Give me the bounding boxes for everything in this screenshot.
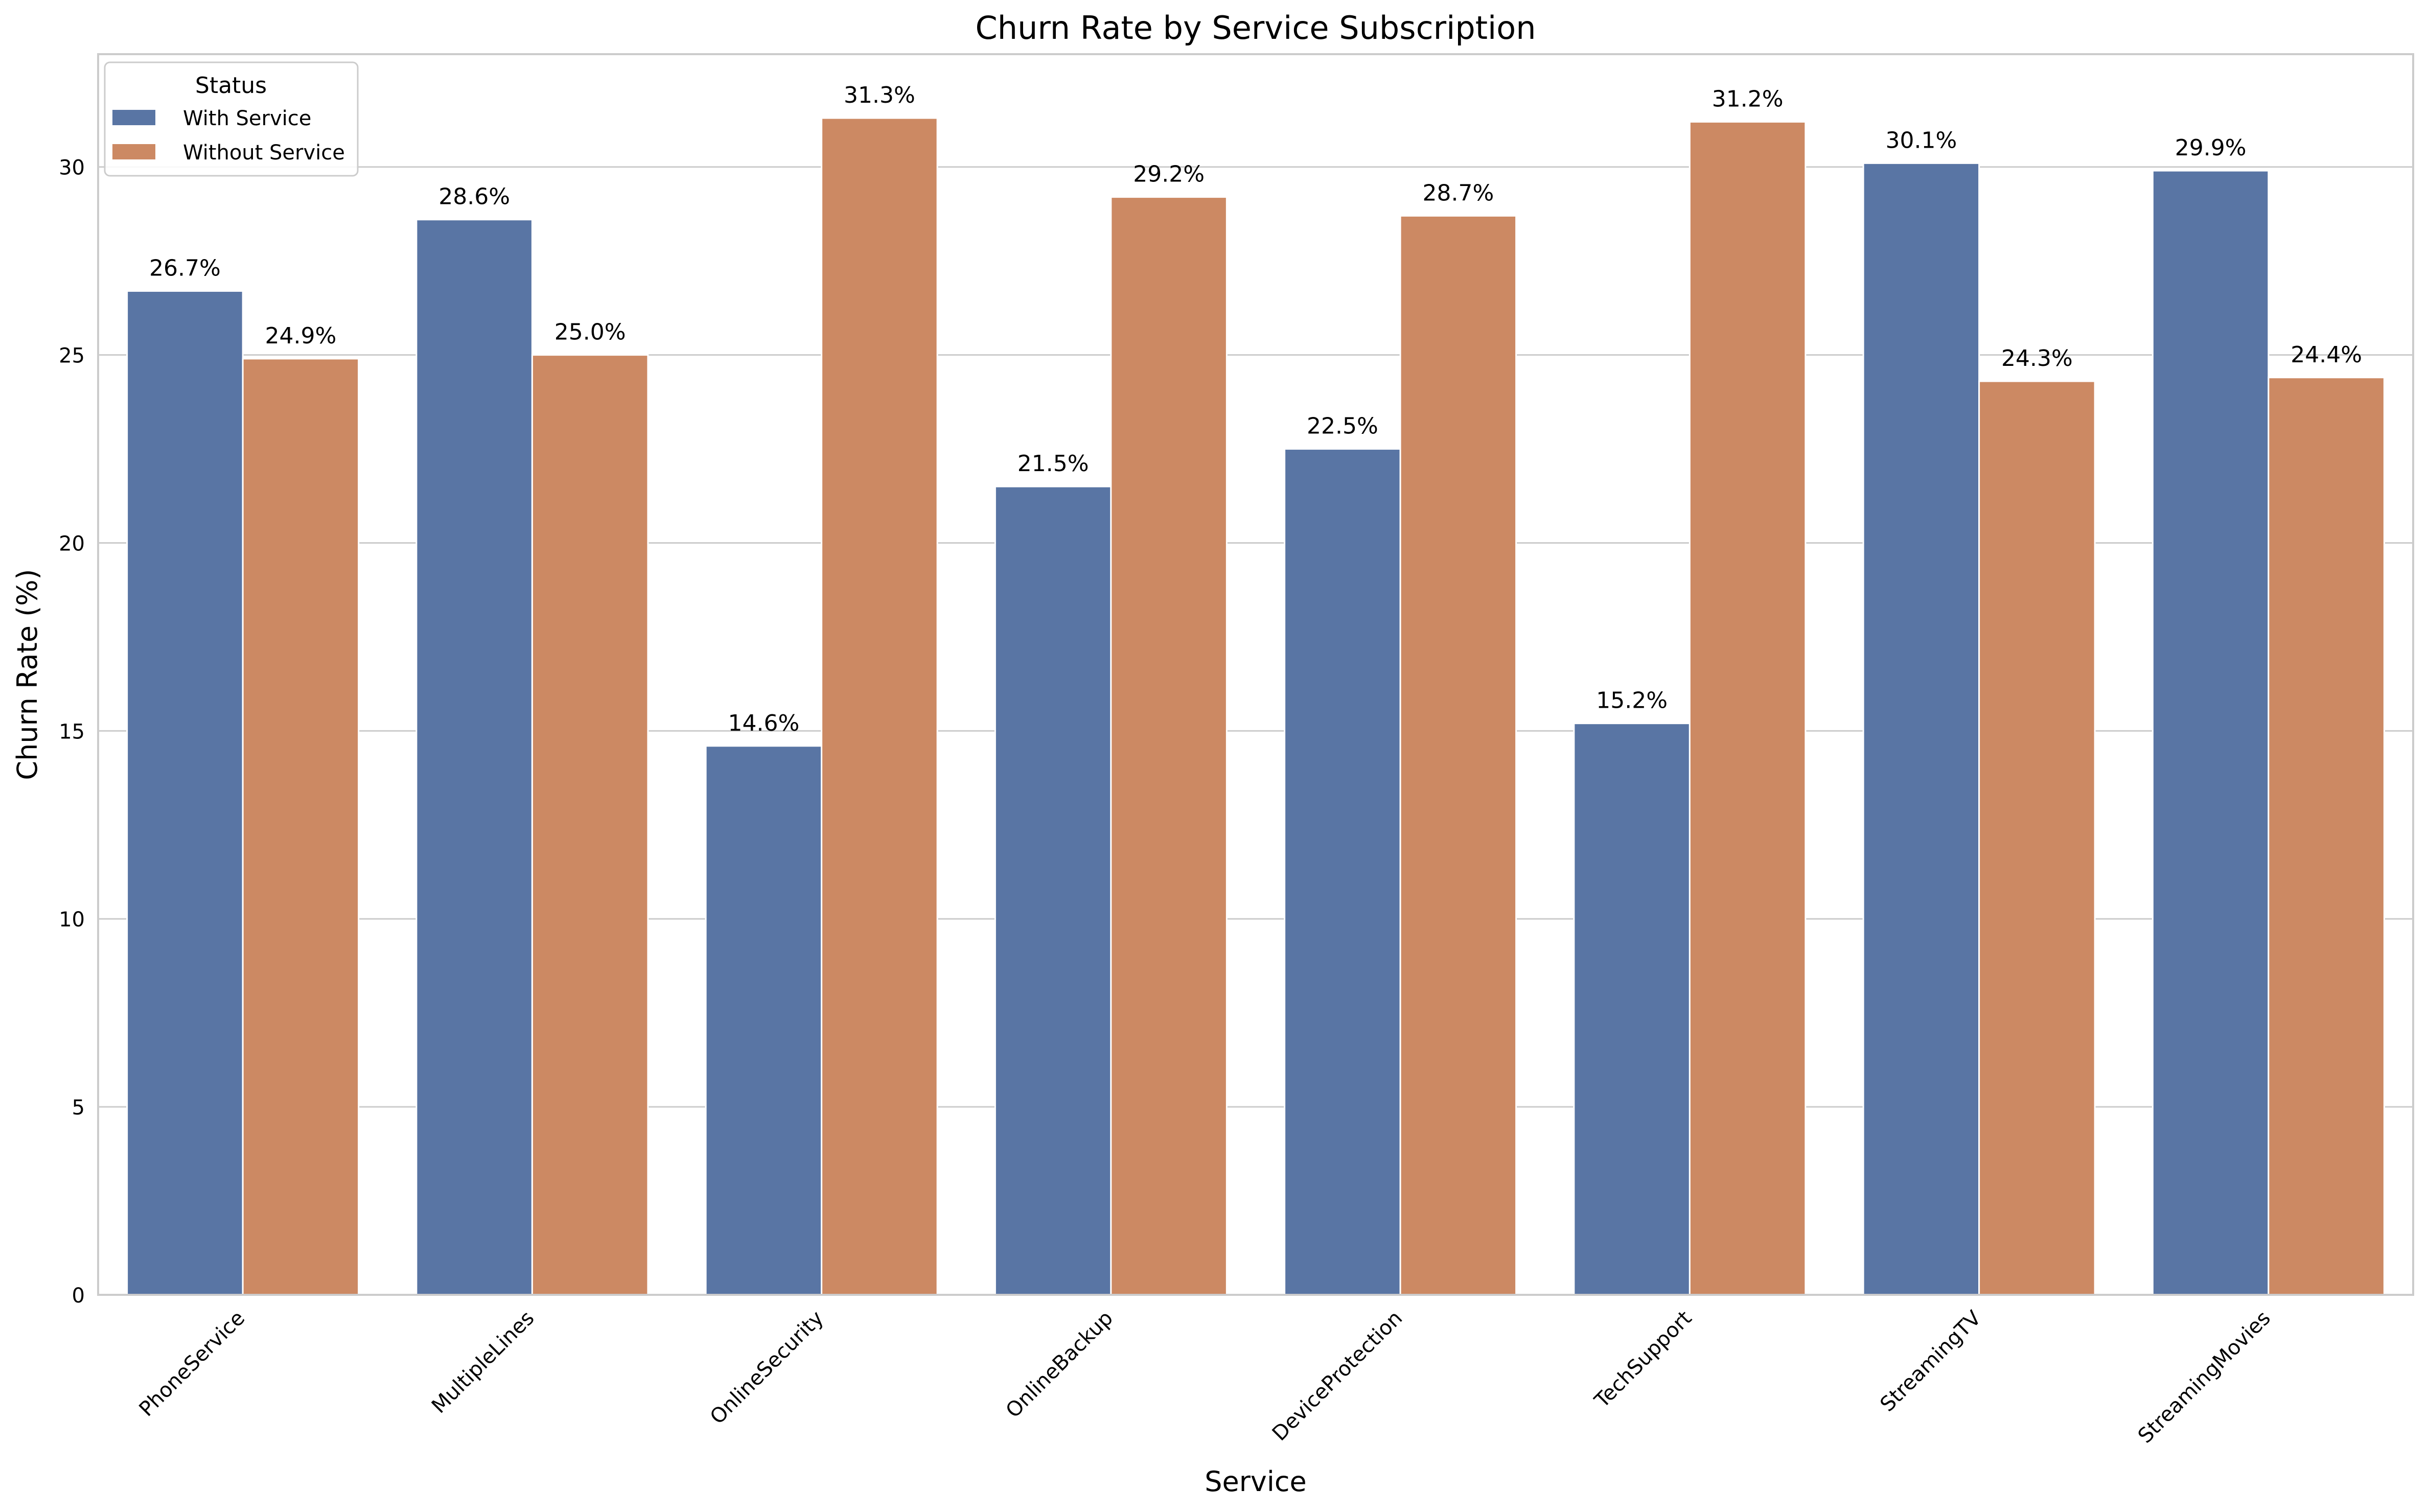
bar-multiplelines-with-service <box>415 219 533 1296</box>
bar-streamingtv-with-service <box>1862 162 1980 1296</box>
bar-value-label: 22.5% <box>1307 413 1378 439</box>
y-tick-label: 25 <box>59 344 85 368</box>
bar-value-label: 31.3% <box>844 82 915 108</box>
legend-label-with-service: With Service <box>183 107 311 130</box>
bar-value-label: 15.2% <box>1596 688 1668 714</box>
bar-streamingmovies-with-service <box>2152 170 2270 1296</box>
bar-value-label: 28.7% <box>1422 180 1494 206</box>
legend-label-without-service: Without Service <box>183 141 345 165</box>
bar-value-label: 21.5% <box>1017 451 1089 477</box>
y-tick-label: 15 <box>59 720 85 743</box>
legend: Status With Service Without Service <box>104 61 359 177</box>
bar-value-label: 30.1% <box>1885 127 1957 153</box>
bar-onlinesecurity-without-service <box>821 117 938 1296</box>
bar-phoneservice-without-service <box>242 358 360 1296</box>
legend-swatch-without-service <box>112 144 155 159</box>
x-axis-label: Service <box>1205 1466 1307 1498</box>
bar-value-labels: 26.7% 24.9% 28.6% 25.0% 14.6% 31.3% 21.5% 29.2%… <box>149 82 2362 736</box>
bar-onlinebackup-with-service <box>994 485 1112 1296</box>
bar-techsupport-without-service <box>1688 121 1807 1296</box>
bar-deviceprotection-without-service <box>1399 215 1517 1296</box>
bar-techsupport-with-service <box>1573 723 1691 1296</box>
bar-value-label: 29.2% <box>1133 161 1205 188</box>
bar-value-label: 29.9% <box>2175 135 2247 161</box>
bars <box>126 117 2385 1296</box>
y-tick-label: 5 <box>72 1096 85 1120</box>
y-tick-label: 10 <box>59 908 85 932</box>
y-tick-label: 30 <box>59 156 85 180</box>
bar-value-label: 26.7% <box>149 255 221 282</box>
bar-value-label: 24.9% <box>265 323 336 349</box>
legend-title: Status <box>195 73 267 99</box>
bar-deviceprotection-with-service <box>1284 448 1401 1296</box>
bar-value-label: 28.6% <box>438 184 510 210</box>
y-axis-ticks: 0 5 10 15 20 25 30 <box>59 156 85 1308</box>
bar-value-label: 24.4% <box>2291 342 2362 368</box>
plot-frame <box>97 53 2414 1296</box>
y-tick-label: 20 <box>59 532 85 555</box>
bar-streamingtv-without-service <box>1978 380 2096 1296</box>
bar-onlinesecurity-with-service <box>705 745 823 1296</box>
bar-streamingmovies-without-service <box>2268 377 2385 1296</box>
legend-swatch-with-service <box>112 110 155 125</box>
legend-box <box>104 61 359 177</box>
y-axis-label: Churn Rate (%) <box>11 569 43 780</box>
bar-onlinebackup-without-service <box>1110 196 1228 1296</box>
bar-value-label: 14.6% <box>728 710 799 736</box>
bar-multiplelines-without-service <box>531 354 649 1296</box>
y-tick-label: 0 <box>72 1284 85 1308</box>
bar-phoneservice-with-service <box>126 290 244 1296</box>
bar-value-label: 31.2% <box>1712 86 1784 112</box>
chart-title: Churn Rate by Service Subscription <box>976 9 1536 46</box>
bar-value-label: 25.0% <box>554 319 626 345</box>
bar-value-label: 24.3% <box>2001 345 2073 371</box>
